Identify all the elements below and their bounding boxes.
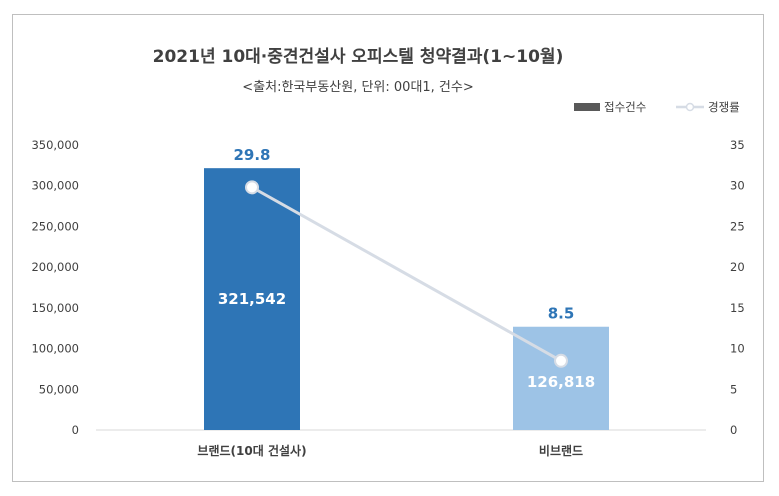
- right-tick-label: 35: [730, 138, 745, 152]
- chart-frame: [12, 14, 764, 482]
- right-tick-label: 30: [730, 179, 745, 193]
- left-tick-label: 250,000: [31, 219, 79, 233]
- left-axis: 0 50,000 100,000 150,000 200,000 250,000 300,0…: [31, 138, 79, 437]
- category-labels: 브랜드(10대 건설사) 비브랜드: [197, 443, 583, 458]
- rate-value-label: 29.8: [233, 146, 270, 164]
- chart-subtitle: <출처:한국부동산원, 단위: 00대1, 건수>: [242, 80, 474, 95]
- legend-line-marker: [685, 102, 695, 112]
- right-tick-label: 15: [730, 301, 745, 315]
- left-tick-label: 150,000: [31, 301, 79, 315]
- legend-bar-swatch: [574, 103, 600, 111]
- left-tick-label: 100,000: [31, 342, 79, 356]
- bar: [204, 168, 300, 430]
- right-tick-label: 25: [730, 219, 745, 233]
- bar-value-label: 321,542: [218, 290, 286, 308]
- right-axis: 0 5 10 15 20 25 30 35: [730, 138, 745, 437]
- chart-title: 2021년 10대·중견건설사 오피스텔 청약결과(1~10월): [153, 46, 564, 67]
- right-tick-label: 10: [730, 342, 745, 356]
- data-labels: 321,542 126,818 29.8 8.5: [218, 146, 595, 391]
- rate-line-layer: [245, 180, 568, 368]
- category-label: 비브랜드: [539, 443, 583, 458]
- rate-point: [245, 180, 259, 195]
- left-tick-label: 200,000: [31, 260, 79, 274]
- left-tick-label: 350,000: [31, 138, 79, 152]
- rate-value-label: 8.5: [548, 305, 575, 323]
- category-label: 브랜드(10대 건설사): [197, 443, 306, 458]
- bars: [204, 168, 609, 430]
- bar-value-label: 126,818: [527, 373, 595, 391]
- right-tick-label: 5: [730, 382, 737, 396]
- legend: 접수건수 경쟁률: [574, 100, 740, 114]
- legend-label-bar: 접수건수: [604, 100, 646, 114]
- right-tick-label: 20: [730, 260, 745, 274]
- left-tick-label: 50,000: [39, 382, 79, 396]
- legend-label-line: 경쟁률: [708, 100, 740, 114]
- rate-point: [554, 353, 568, 368]
- left-tick-label: 300,000: [31, 179, 79, 193]
- rate-line: [251, 186, 562, 363]
- left-tick-label: 0: [72, 423, 79, 437]
- right-tick-label: 0: [730, 423, 737, 437]
